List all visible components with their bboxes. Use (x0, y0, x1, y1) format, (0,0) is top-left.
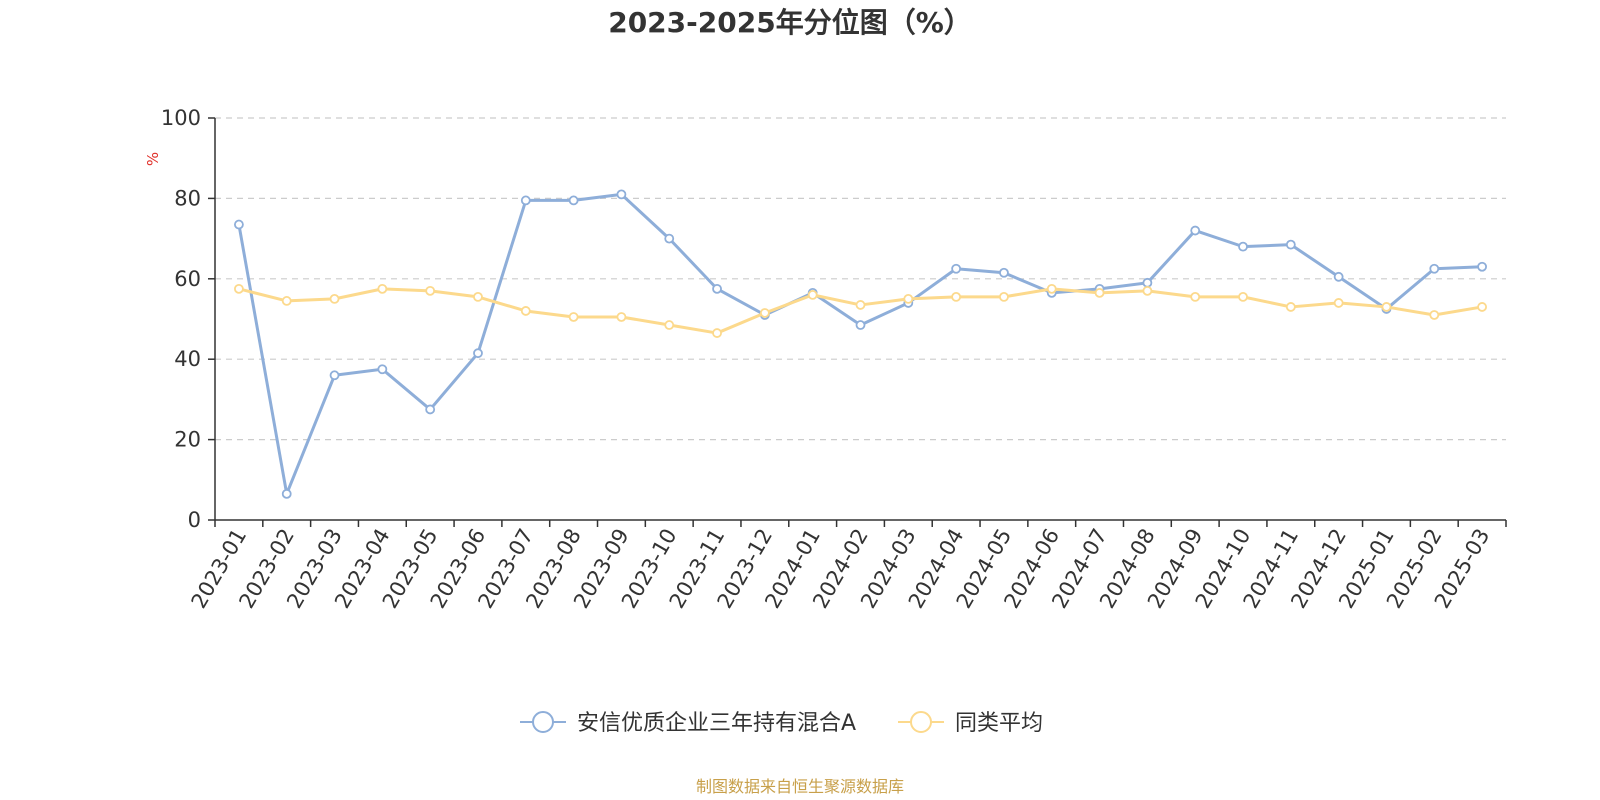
data-point[interactable] (1285, 239, 1296, 250)
data-point[interactable] (712, 283, 722, 294)
data-point[interactable] (281, 296, 292, 306)
legend-item-1[interactable]: 安信优质企业三年持有混合A (520, 711, 856, 736)
data-point[interactable] (616, 189, 627, 200)
data-point[interactable] (425, 285, 436, 296)
data-point[interactable] (1477, 261, 1487, 272)
data-point[interactable] (234, 219, 244, 230)
data-point[interactable] (377, 283, 388, 294)
legend-label: 安信优质企业三年持有混合A (577, 711, 856, 736)
data-point[interactable] (281, 488, 292, 499)
data-point[interactable] (1238, 291, 1248, 302)
data-point[interactable] (1333, 298, 1344, 308)
data-point[interactable] (1285, 302, 1296, 312)
legend-item-2[interactable]: 同类平均 (898, 711, 1043, 736)
series-line (237, 192, 1483, 496)
series (234, 189, 1487, 499)
legend[interactable]: 安信优质企业三年持有混合A 同类平均 (520, 711, 1043, 736)
data-point[interactable] (1046, 283, 1057, 294)
data-point[interactable] (951, 263, 962, 274)
data-point[interactable] (759, 308, 770, 318)
data-point[interactable] (1142, 277, 1153, 288)
data-point[interactable] (473, 348, 483, 359)
data-point[interactable] (568, 195, 579, 206)
data-point[interactable] (999, 291, 1009, 302)
data-point[interactable] (712, 328, 722, 338)
legend-marker (532, 711, 554, 733)
data-point[interactable] (329, 293, 340, 304)
data-point[interactable] (616, 312, 627, 322)
source-note: 制图数据来自恒生聚源数据库 (696, 777, 904, 796)
data-point[interactable] (1429, 263, 1440, 274)
data-point[interactable] (664, 233, 675, 244)
data-point[interactable] (473, 291, 483, 302)
data-point[interactable] (377, 364, 388, 375)
data-point[interactable] (329, 370, 340, 381)
data-point[interactable] (520, 306, 531, 316)
data-point[interactable] (903, 293, 914, 304)
y-tick-label: 100 (161, 106, 201, 130)
series-2 (234, 283, 1487, 338)
chart-title: 2023-2025年分位图（%） (608, 6, 972, 39)
y-tick-label: 60 (174, 267, 201, 291)
y-axis-label: % (144, 152, 162, 166)
legend-marker (910, 711, 932, 733)
data-point[interactable] (520, 195, 531, 206)
series-1 (234, 189, 1487, 499)
data-point[interactable] (1477, 302, 1487, 312)
data-point[interactable] (1190, 291, 1201, 302)
data-point[interactable] (1333, 271, 1344, 282)
data-point[interactable] (1190, 225, 1201, 236)
y-tick-label: 40 (174, 347, 201, 371)
y-tick-label: 80 (174, 186, 201, 210)
data-point[interactable] (1142, 285, 1153, 296)
data-point[interactable] (855, 300, 866, 310)
data-point[interactable] (1429, 310, 1440, 320)
data-point[interactable] (999, 267, 1009, 278)
data-point[interactable] (951, 291, 962, 302)
data-point[interactable] (425, 404, 436, 415)
data-point[interactable] (568, 312, 579, 322)
data-point[interactable] (1094, 287, 1105, 298)
data-point[interactable] (1238, 241, 1248, 252)
data-point[interactable] (234, 283, 244, 294)
data-point[interactable] (855, 320, 866, 330)
data-point[interactable] (1381, 302, 1392, 312)
legend-label: 同类平均 (955, 711, 1043, 736)
data-point[interactable] (664, 320, 675, 330)
y-tick-label: 20 (174, 428, 201, 452)
data-point[interactable] (807, 289, 818, 300)
y-tick-label: 0 (188, 508, 201, 532)
